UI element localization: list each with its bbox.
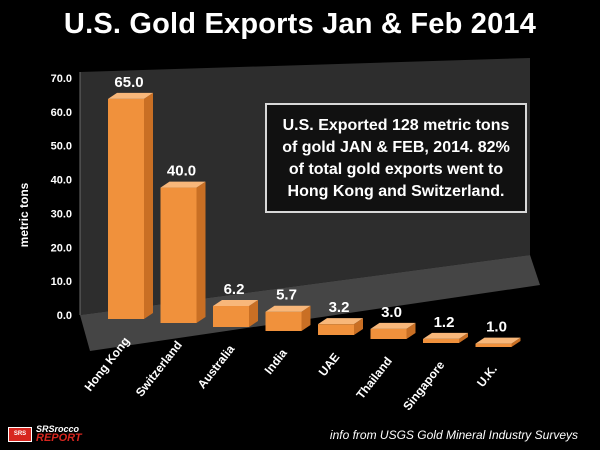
y-tick-label: 10.0 [51, 276, 72, 288]
srsrocco-logo: SRS SRSrocco REPORT [8, 424, 82, 444]
bar-5-top [370, 322, 416, 329]
bar-4-value-label: 3.2 [329, 299, 350, 316]
bar-4-front [318, 324, 354, 335]
y-axis-label: metric tons [17, 182, 31, 247]
bar-2-front [213, 306, 249, 327]
y-tick-label: 60.0 [51, 107, 72, 119]
category-label-6: Singapore [400, 358, 447, 413]
logo-text: SRSrocco REPORT [36, 424, 82, 444]
source-note: info from USGS Gold Mineral Industry Sur… [329, 428, 578, 442]
logo-bottom-text: REPORT [36, 432, 82, 444]
category-label-2: Australia [195, 342, 238, 391]
chart-floor [80, 255, 540, 351]
y-tick-label: 30.0 [51, 208, 72, 220]
bar-0-side [144, 92, 153, 319]
bar-1-top [160, 181, 206, 188]
bar-6-top [423, 332, 468, 339]
bar-5-front [370, 328, 407, 339]
bar-3-front [265, 311, 302, 331]
bar-5-value-label: 3.0 [381, 304, 402, 321]
bar-6-value-label: 1.2 [434, 314, 455, 331]
bar-1-side [196, 181, 206, 323]
bar-3-value-label: 5.7 [276, 287, 297, 304]
bar-3-top [265, 305, 311, 312]
y-tick-label: 50.0 [51, 141, 72, 153]
category-label-5: Thailand [353, 354, 394, 402]
bar-1-front [160, 187, 197, 323]
bar-3-side [301, 305, 311, 331]
logo-top-text: SRSrocco [36, 424, 80, 434]
category-label-7: U.K. [474, 362, 500, 390]
bar-2-top [213, 300, 258, 307]
y-tick-label: 40.0 [51, 175, 72, 187]
bar-2-side [249, 300, 258, 327]
bar-0-front [108, 98, 144, 319]
bar-5-side [406, 322, 416, 339]
y-tick-label: 0.0 [57, 310, 72, 322]
bar-4-top [318, 318, 363, 325]
chart-title: U.S. Gold Exports Jan & Feb 2014 [63, 8, 537, 40]
bar-6-side [459, 332, 468, 343]
bar-0-value-label: 65.0 [114, 74, 143, 91]
bar-2-value-label: 6.2 [224, 281, 245, 298]
bar-7-side [511, 337, 521, 347]
category-label-1: Switzerland [133, 338, 185, 399]
category-label-4: UAE [316, 350, 343, 379]
y-tick-label: 20.0 [51, 242, 72, 254]
bar-4-side [354, 318, 363, 335]
logo-mark: SRS [8, 426, 32, 442]
bar-1-value-label: 40.0 [167, 163, 196, 180]
category-label-3: India [262, 346, 290, 377]
bar-7-front [475, 343, 512, 347]
bar-0-top [108, 92, 153, 99]
y-tick-label: 70.0 [51, 73, 72, 85]
bar-6-front [423, 338, 459, 343]
bar-7-value-label: 1.0 [486, 319, 507, 336]
annotation-box: U.S. Exported 128 metric tons of gold JA… [265, 103, 527, 213]
bar-7-top [475, 337, 521, 344]
